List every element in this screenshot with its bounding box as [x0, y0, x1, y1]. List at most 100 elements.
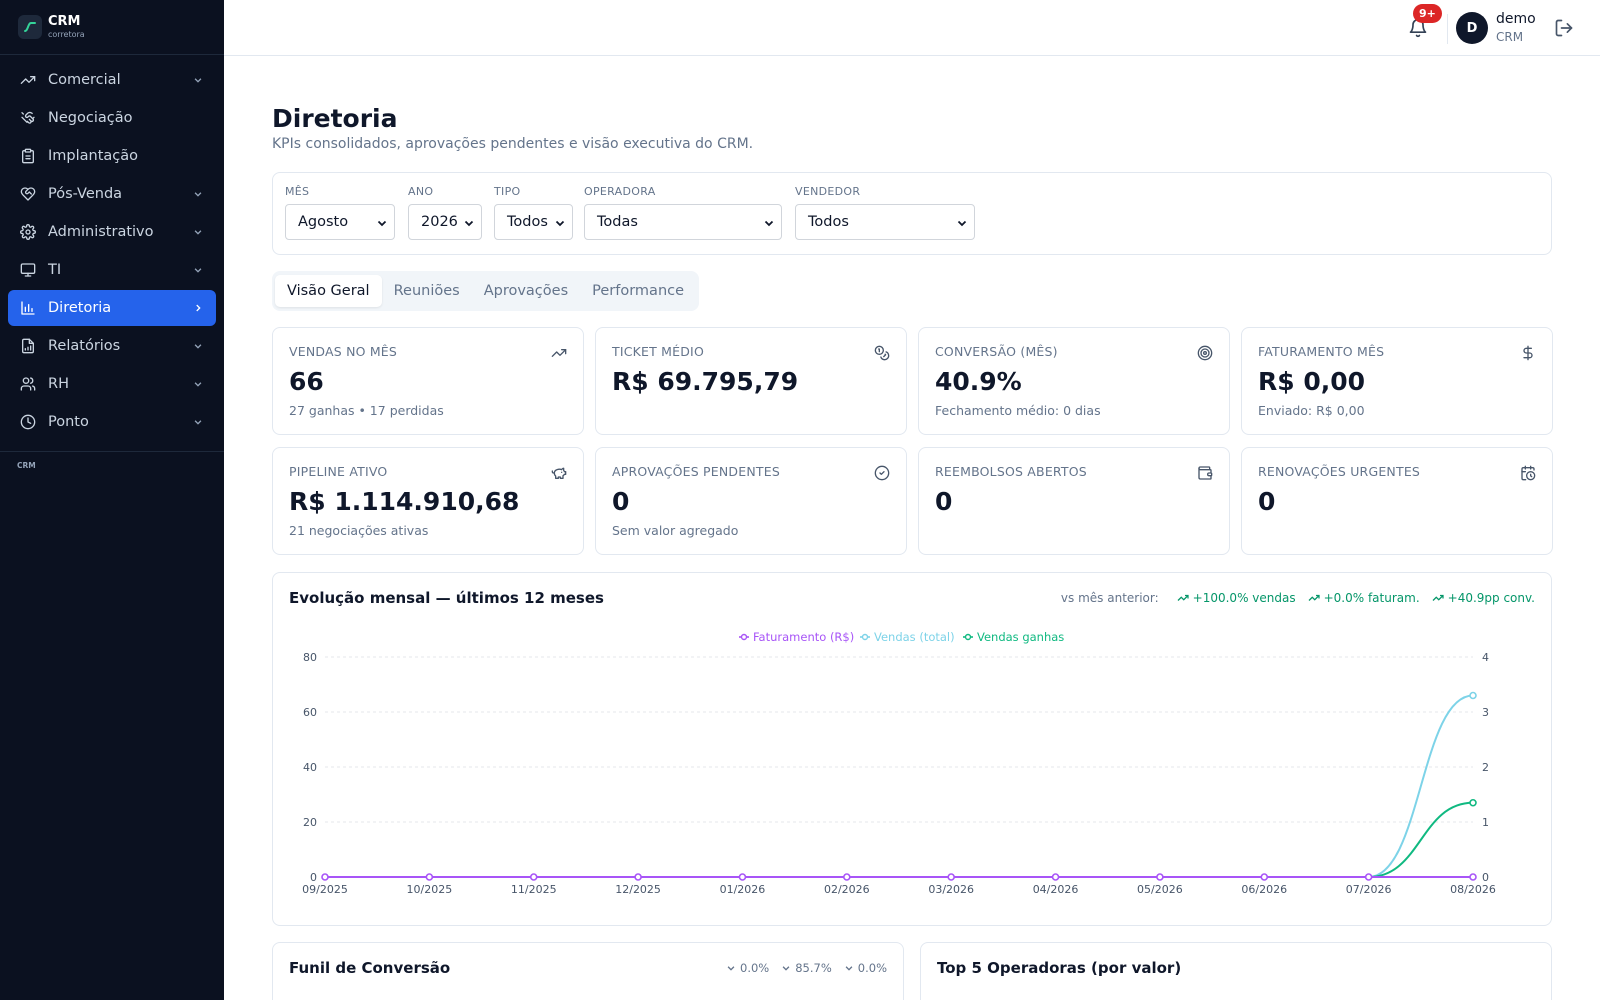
- calendar-clock-icon: [1519, 464, 1537, 482]
- data-point: [947, 873, 955, 881]
- funnel-card: Funil de Conversão 0.0% 85.7% 0.0%: [272, 942, 904, 1000]
- funnel-stat: 85.7%: [781, 961, 832, 975]
- x-tick-label: 07/2026: [1346, 883, 1392, 896]
- heart-handshake-icon: [20, 186, 36, 202]
- chevron-down-icon: [463, 217, 475, 233]
- chevron-down-icon: [956, 217, 968, 233]
- x-tick-label: 11/2025: [511, 883, 557, 896]
- x-tick-label: 03/2026: [928, 883, 974, 896]
- avatar[interactable]: D: [1456, 12, 1488, 44]
- tab-reunioes[interactable]: Reuniões: [393, 283, 460, 299]
- filter-mes-label: MÊS: [285, 185, 310, 198]
- sidebar-item-administrativo[interactable]: Administrativo: [8, 214, 216, 250]
- sidebar-item-diretoria[interactable]: Diretoria: [8, 290, 216, 326]
- data-point: [1469, 798, 1477, 807]
- tabs: Visão Geral Reuniões Aprovações Performa…: [272, 271, 700, 311]
- y-right-tick-label: 1: [1482, 816, 1489, 829]
- kpi-label: VENDAS NO MÊS: [289, 344, 398, 359]
- handshake-icon: [20, 110, 36, 126]
- sidebar-item-ponto[interactable]: Ponto: [8, 404, 216, 440]
- tab-visao-geral[interactable]: Visão Geral: [275, 275, 382, 307]
- filter-tipo-select[interactable]: Todos: [494, 204, 573, 240]
- x-tick-label: 01/2026: [720, 883, 766, 896]
- kpi-card: FATURAMENTO MÊS R$ 0,00 Enviado: R$ 0,00: [1241, 327, 1553, 435]
- funnel-stat: 0.0%: [726, 961, 769, 975]
- chart-title: Evolução mensal — últimos 12 meses: [289, 589, 604, 607]
- chevron-down-icon: [192, 378, 204, 390]
- comparison-faturamento: +0.0% faturam.: [1323, 591, 1420, 605]
- legend-marker: [861, 633, 869, 641]
- kpi-card: CONVERSÃO (MÊS) 40.9% Fechamento médio: 0 …: [918, 327, 1230, 435]
- gear-icon: [20, 224, 36, 240]
- sidebar-item-relatorios[interactable]: Relatórios: [8, 328, 216, 364]
- brand-logo-icon: [18, 15, 42, 39]
- filter-ano-label: ANO: [408, 185, 434, 198]
- kpi-label: CONVERSÃO (MÊS): [935, 344, 1058, 359]
- comparison-row: vs mês anterior: +100.0% vendas +0.0% fa…: [1061, 591, 1535, 605]
- filter-vendedor-select[interactable]: Todos: [795, 204, 975, 240]
- filter-tipo-label: TIPO: [494, 185, 521, 198]
- y-left-tick-label: 40: [303, 761, 317, 774]
- chevron-down-icon: [376, 217, 388, 233]
- chevron-down-icon: [192, 74, 204, 86]
- y-left-tick-label: 80: [303, 651, 317, 664]
- spacer: [192, 150, 204, 162]
- legend-marker: [740, 633, 748, 641]
- filter-ano-value: 2026: [421, 214, 458, 230]
- filter-mes-select[interactable]: Agosto: [285, 204, 395, 240]
- filter-mes-value: Agosto: [298, 214, 349, 230]
- sidebar-item-label: Negociação: [48, 110, 133, 126]
- y-right-tick-label: 4: [1482, 651, 1489, 664]
- trending-up-icon: [550, 344, 568, 362]
- tab-performance[interactable]: Performance: [592, 283, 685, 299]
- logout-icon[interactable]: [1553, 17, 1575, 39]
- x-tick-label: 10/2025: [407, 883, 453, 896]
- wallet-icon: [1196, 464, 1214, 482]
- sidebar: CRM corretora Comercial Negociação Implant…: [0, 0, 224, 1000]
- filter-operadora-select[interactable]: Todas: [584, 204, 782, 240]
- filter-ano-select[interactable]: 2026: [408, 204, 482, 240]
- kpi-label: APROVAÇÕES PENDENTES: [612, 464, 780, 479]
- sidebar-item-label: Ponto: [48, 414, 89, 430]
- chevron-down-icon: [726, 963, 736, 973]
- kpi-label: PIPELINE ATIVO: [289, 464, 388, 479]
- data-point: [425, 873, 434, 881]
- kpi-value: R$ 1.114.910,68: [289, 487, 520, 516]
- brand-subtitle: corretora: [48, 30, 85, 39]
- chevron-down-icon: [192, 188, 204, 200]
- y-left-tick-label: 20: [303, 816, 317, 829]
- comparison-item: +0.0% faturam.: [1308, 591, 1420, 605]
- legend-entry: Vendas (total): [874, 630, 955, 644]
- evolution-chart-card: 0 20 40 60 80 0 1 2 3 4 09/2025 10/2025 11/2025 12/20…: [272, 572, 1552, 926]
- kpi-card: RENOVAÇÕES URGENTES 0: [1241, 447, 1553, 555]
- data-point: [321, 873, 329, 881]
- kpi-value: R$ 0,00: [1258, 367, 1366, 396]
- target-icon: [1196, 344, 1214, 362]
- sidebar-item-pos-venda[interactable]: Pós-Venda: [8, 176, 216, 212]
- sidebar-item-comercial[interactable]: Comercial: [8, 62, 216, 98]
- sidebar-item-label: TI: [48, 262, 62, 278]
- sidebar-item-implantacao[interactable]: Implantação: [8, 138, 216, 174]
- page-title: Diretoria: [272, 104, 398, 133]
- filter-vendedor: VENDEDOR Todos: [795, 185, 975, 240]
- y-left-tick-label: 60: [303, 706, 317, 719]
- tab-aprovacoes[interactable]: Aprovações: [483, 283, 569, 299]
- sidebar-divider: [0, 451, 224, 452]
- evolution-chart: 0 20 40 60 80 0 1 2 3 4 09/2025 10/2025 11/2025 12/20…: [302, 630, 1496, 896]
- monitor-icon: [20, 262, 36, 278]
- kpi-card: REEMBOLSOS ABERTOS 0: [918, 447, 1230, 555]
- sidebar-item-negociacao[interactable]: Negociação: [8, 100, 216, 136]
- file-chart-icon: [20, 338, 36, 354]
- filter-mes: MÊS Agosto: [285, 185, 395, 240]
- sidebar-item-ti[interactable]: TI: [8, 252, 216, 288]
- top-operadoras-card: Top 5 Operadoras (por valor): [920, 942, 1552, 1000]
- y-right-tick-label: 3: [1482, 706, 1489, 719]
- clipboard-icon: [20, 148, 36, 164]
- x-tick-label: 12/2025: [615, 883, 661, 896]
- kpi-subtext: 21 negociações ativas: [289, 523, 429, 538]
- spacer: [192, 112, 204, 124]
- brand[interactable]: CRM corretora: [0, 0, 224, 55]
- chevron-down-icon: [192, 264, 204, 276]
- sidebar-item-rh[interactable]: RH: [8, 366, 216, 402]
- funnel-stat-value: 0.0%: [857, 961, 887, 975]
